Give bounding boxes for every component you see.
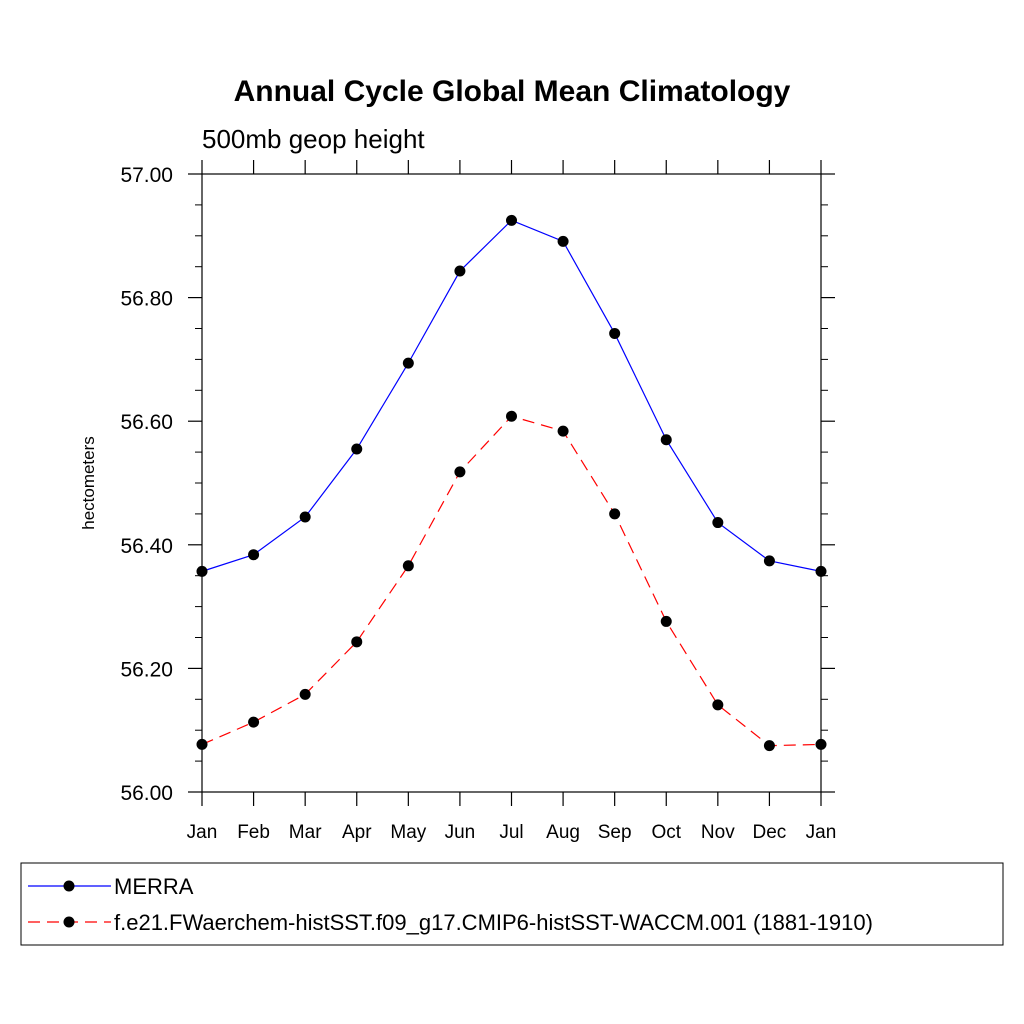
series-1-point [248, 549, 260, 561]
series-2-point [454, 466, 466, 478]
y-tick-label: 56.60 [120, 411, 173, 434]
series-1-point [660, 434, 672, 446]
y-axis-label: hectometers [79, 436, 98, 530]
chart-title: Annual Cycle Global Mean Climatology [234, 75, 791, 108]
x-tick-label: Mar [289, 822, 322, 843]
legend-marker-2 [63, 916, 75, 928]
series-1-point [196, 565, 208, 577]
series-1-point [815, 565, 827, 577]
series-line-1 [201, 219, 822, 572]
series-2-point [351, 636, 363, 648]
legend-label-1: MERRA [114, 874, 194, 899]
legend-label-2: f.e21.FWaerchem-histSST.f09_g17.CMIP6-hi… [114, 910, 873, 935]
y-tick-label: 56.80 [120, 288, 173, 311]
series-1-point [712, 517, 724, 529]
y-tick-label: 56.20 [120, 658, 173, 681]
series-1-point [506, 214, 517, 226]
y-tick-label: 56.40 [120, 535, 173, 558]
y-tick-label: 57.00 [120, 164, 173, 187]
series-layer [196, 214, 827, 752]
legend: MERRA f.e21.FWaerchem-histSST.f09_g17.CMI… [20, 862, 1004, 946]
chart-subtitle: 500mb geop height [202, 124, 425, 154]
x-tick-label: Oct [651, 822, 681, 843]
x-tick-label: Apr [342, 822, 372, 843]
series-2-point [196, 738, 208, 750]
series-1-point [763, 555, 775, 567]
x-tick-label: Aug [546, 822, 580, 843]
series-2-point [815, 738, 827, 750]
series-1-point [609, 327, 621, 339]
series-1-point [402, 357, 414, 369]
legend-box [20, 862, 1004, 946]
x-tick-label: Nov [701, 822, 735, 843]
series-2-point [506, 410, 517, 422]
series-1-point [351, 443, 363, 455]
series-2-point [609, 508, 621, 520]
x-tick-label: Jan [806, 822, 837, 843]
x-tick-label: Jan [187, 822, 218, 843]
series-2-point [712, 699, 724, 711]
series-2-point [557, 425, 569, 437]
axes: Jan Feb Mar Apr May Jun Jul Aug Sep Oct Nov Dec Jan 5… [120, 160, 836, 843]
series-2-point [763, 740, 775, 752]
x-tick-label: Feb [237, 822, 270, 843]
series-1-point [557, 235, 569, 247]
series-line-2 [201, 415, 822, 747]
x-tick-label: May [390, 822, 426, 843]
series-2-point [248, 716, 260, 728]
y-tick-label: 56.00 [120, 782, 173, 805]
series-2-point [402, 560, 414, 572]
series-2-point [660, 615, 672, 627]
legend-marker-1 [63, 880, 75, 892]
x-tick-label: Jul [499, 822, 523, 843]
series-1-point [299, 511, 311, 523]
x-tick-label: Dec [753, 822, 787, 843]
x-tick-label: Sep [598, 822, 632, 843]
series-2-point [299, 688, 311, 700]
series-1-point [454, 265, 466, 277]
x-tick-label: Jun [445, 822, 476, 843]
